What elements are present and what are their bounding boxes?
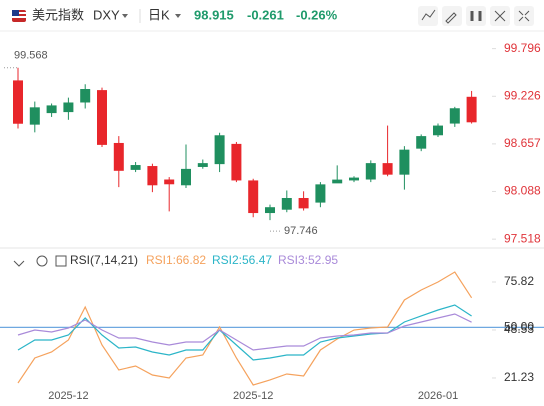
candle-body bbox=[365, 163, 376, 180]
x-tick-label: 2025-12 bbox=[233, 390, 273, 402]
tool-icon bbox=[494, 10, 506, 22]
max-annotation: 99.568 bbox=[14, 50, 48, 62]
y-tick-label: 98.088 bbox=[504, 184, 541, 198]
tool-icon bbox=[470, 11, 482, 21]
candle-body bbox=[265, 207, 275, 214]
indicator-icon[interactable] bbox=[55, 255, 67, 267]
candle-body bbox=[147, 166, 158, 186]
candle-body bbox=[164, 179, 175, 185]
candle-body bbox=[399, 149, 410, 175]
candle-body bbox=[315, 184, 326, 203]
candle-body bbox=[466, 96, 477, 123]
rsi-line bbox=[17, 304, 472, 361]
candle-body bbox=[416, 136, 427, 149]
period[interactable]: 日K bbox=[148, 7, 170, 22]
candle-body bbox=[130, 165, 141, 170]
rsi-line bbox=[17, 313, 472, 351]
y-tick-label: 97.518 bbox=[504, 231, 541, 245]
tool-icon bbox=[518, 10, 530, 22]
candle-body bbox=[46, 105, 57, 114]
tool-icon bbox=[421, 9, 436, 21]
symbol[interactable]: 美元指数 bbox=[32, 7, 84, 22]
candle-body bbox=[433, 125, 443, 136]
candle-body bbox=[63, 102, 74, 113]
y-tick-label: 50.00 bbox=[504, 320, 534, 334]
y-tick-label: 21.23 bbox=[504, 370, 534, 384]
legend-entry: RSI3:52.95 bbox=[278, 253, 338, 267]
toolbar bbox=[418, 6, 534, 26]
x-tick-label: 2025-12 bbox=[48, 390, 88, 402]
y-tick-label: 98.657 bbox=[504, 136, 541, 150]
tool-button[interactable] bbox=[442, 6, 462, 26]
change: -0.261 bbox=[247, 7, 284, 22]
tool-button[interactable] bbox=[466, 6, 486, 26]
candle-body bbox=[113, 142, 124, 171]
tool-button[interactable] bbox=[514, 6, 534, 26]
candle-body bbox=[29, 107, 40, 125]
candle-body bbox=[349, 177, 359, 181]
collapse-icon[interactable] bbox=[13, 260, 25, 267]
min-annotation: 97.746 bbox=[284, 225, 318, 237]
candle-body bbox=[13, 80, 23, 124]
dropdown-arrow[interactable] bbox=[122, 14, 128, 18]
candle-body bbox=[197, 163, 208, 167]
y-tick-label: 75.82 bbox=[504, 274, 534, 288]
change-percent: -0.26% bbox=[296, 7, 338, 22]
legend-entry: RSI1:66.82 bbox=[146, 253, 206, 267]
code[interactable]: DXY bbox=[93, 7, 120, 22]
x-tick-label: 2026-01 bbox=[418, 390, 458, 402]
y-tick-label: 48.53 bbox=[504, 322, 534, 336]
tool-icon bbox=[445, 12, 457, 24]
candle-body bbox=[181, 168, 191, 186]
candle-body bbox=[332, 179, 343, 184]
candle-body bbox=[281, 197, 292, 210]
settings-icon[interactable] bbox=[36, 255, 48, 267]
flag bbox=[12, 10, 26, 22]
candle-body bbox=[80, 89, 91, 103]
rsi-controls bbox=[13, 255, 67, 267]
candle-body bbox=[97, 90, 107, 145]
candle-body bbox=[298, 197, 309, 209]
price: 98.915 bbox=[194, 7, 234, 22]
legend-entry: RSI2:56.47 bbox=[212, 253, 272, 267]
dropdown-arrow[interactable] bbox=[175, 14, 181, 18]
y-tick-label: 99.796 bbox=[504, 41, 541, 55]
y-tick-label: 99.226 bbox=[504, 88, 541, 102]
candle-body bbox=[248, 180, 259, 214]
indicator-title: RSI(7,14,21) bbox=[70, 253, 138, 267]
candle-body bbox=[449, 108, 460, 124]
candle-body bbox=[214, 135, 225, 165]
candle-body bbox=[382, 163, 393, 175]
candle-body bbox=[231, 143, 242, 181]
